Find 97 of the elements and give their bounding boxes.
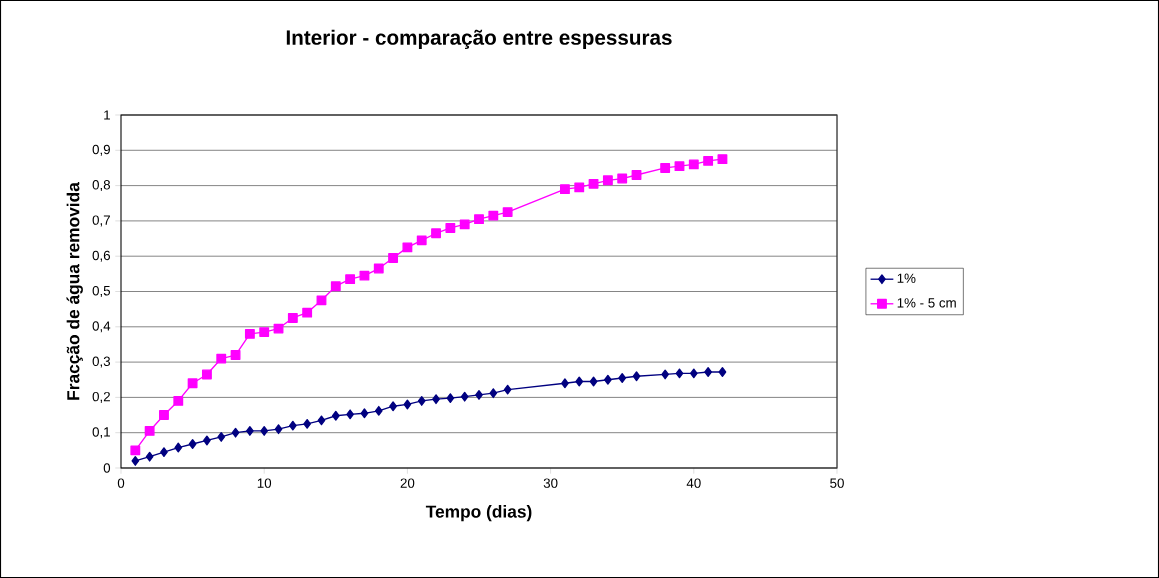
point [130,445,141,456]
point [604,374,612,385]
point [402,242,413,253]
point [216,353,227,364]
point [617,173,628,184]
y-tick-label: 0,6 [92,250,111,262]
point [574,182,585,193]
y-tick-label: 0,7 [92,215,110,227]
point [173,395,184,406]
y-tick-label: 0,5 [92,286,111,298]
point [503,384,512,395]
point [703,155,714,166]
point [559,184,570,195]
point [717,154,728,165]
point [331,410,340,421]
point [588,178,599,189]
y-tick-label: 0,1 [92,427,110,439]
point [287,313,298,323]
point [589,376,598,387]
x-tick-label: 40 [686,478,701,488]
y-tick-label: 0,9 [92,144,110,156]
y-tick-label: 1 [104,110,110,120]
point [502,207,513,218]
point [145,451,154,462]
point [288,420,297,431]
point [618,373,627,383]
point [704,367,712,377]
point [317,415,326,426]
point [359,270,370,281]
x-tick-label: 50 [830,478,844,488]
point [374,405,383,416]
point [144,426,155,436]
point [303,418,312,429]
point [632,371,641,382]
point [417,395,426,406]
point [131,456,140,466]
point [445,223,456,233]
point [688,159,699,170]
point [660,163,671,173]
point [373,263,384,274]
point [475,389,483,400]
point [489,388,498,399]
point [302,307,313,318]
point [246,426,254,436]
point [561,378,569,389]
point [330,281,341,292]
point [446,393,455,404]
point [689,368,698,379]
point [389,401,397,412]
point [187,378,198,389]
point [188,439,197,449]
point [488,210,499,221]
point [674,161,685,172]
point [174,442,183,453]
point [474,214,484,225]
point [360,408,369,419]
y-tick-label: 0,2 [92,391,110,403]
point [346,409,354,420]
point [217,432,226,442]
point [231,427,240,438]
x-axis-title: Tempo (dias) [425,504,532,522]
y-tick-label: 0,4 [92,321,111,333]
point [159,410,169,420]
point [260,426,269,436]
x-tick-label: 0 [117,478,125,488]
point [203,435,211,446]
y-axis-title: Fracção de água removida [66,182,83,400]
point [661,369,670,380]
point [274,424,283,435]
point [460,391,469,402]
point [316,295,327,306]
point [431,228,441,239]
x-tick-label: 10 [257,478,272,488]
point [244,328,255,339]
point [602,175,613,186]
point [432,394,440,405]
x-tick-label: 20 [400,478,415,488]
point [575,376,584,387]
legend-label: 1% - 5 cm [897,298,956,308]
x-tick-label: 30 [543,478,558,488]
point [259,327,270,338]
point [675,368,684,379]
y-tick-label: 0,8 [92,180,111,192]
point [416,235,427,246]
point [201,369,212,380]
y-tick-label: 0,3 [92,356,111,368]
point [718,367,727,377]
legend-label: 1% [897,273,916,283]
point [459,219,470,230]
point [230,350,241,360]
y-tick-label: 0 [103,463,111,473]
point [631,170,642,180]
point [403,399,412,410]
chart-title: Interior - comparação entre espessuras [286,29,672,49]
point [388,253,399,263]
point [345,274,356,285]
point [160,447,168,458]
